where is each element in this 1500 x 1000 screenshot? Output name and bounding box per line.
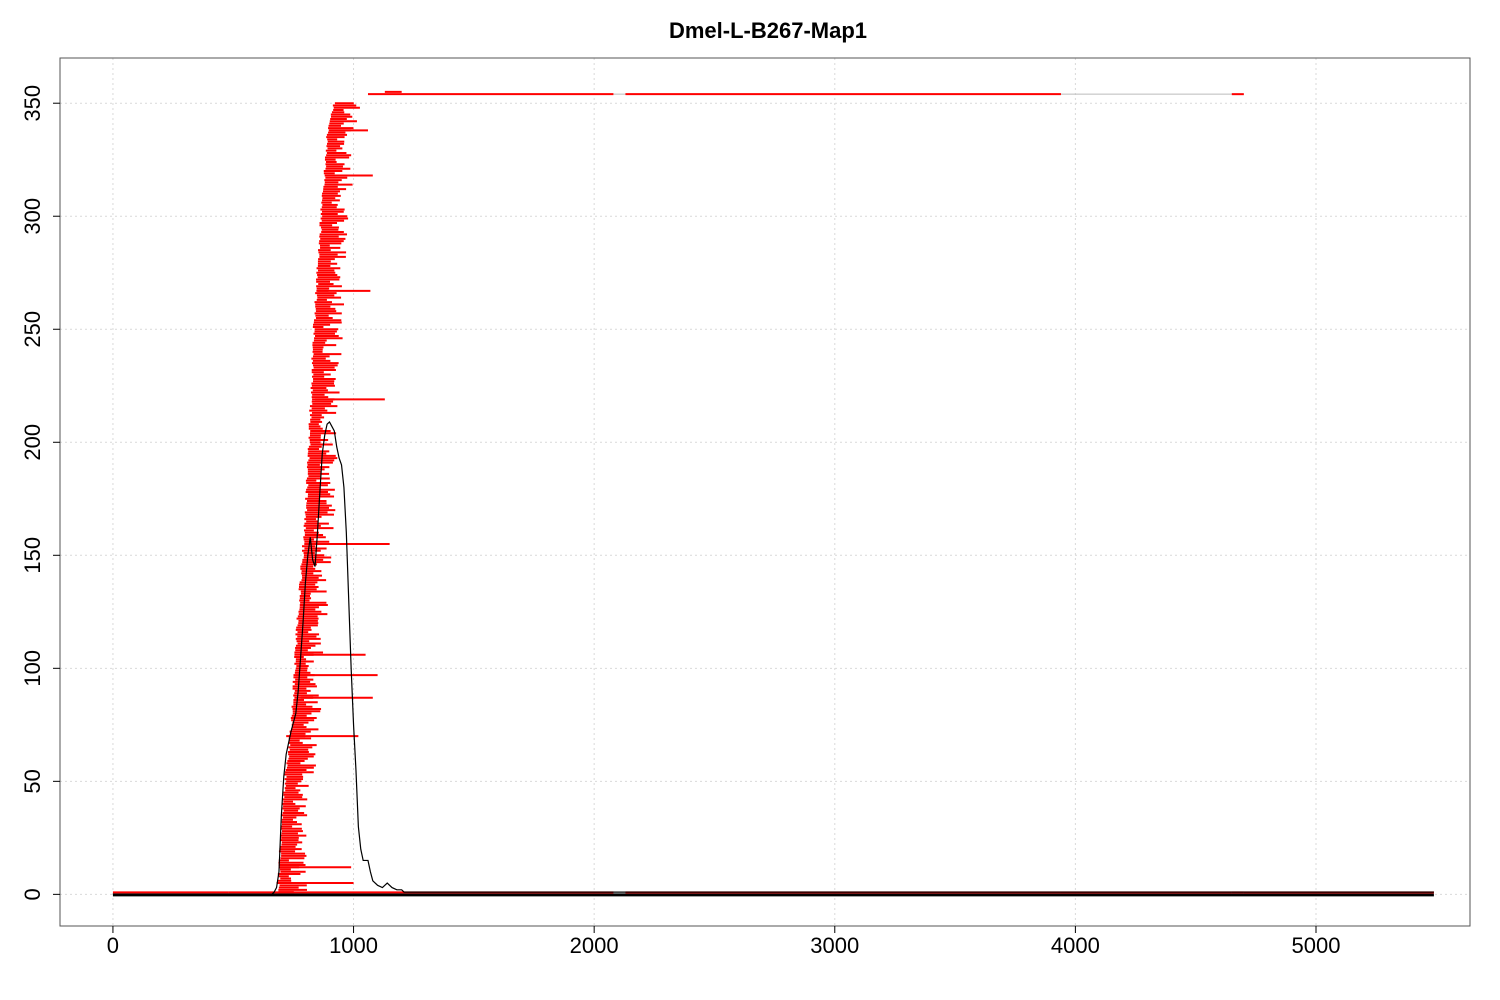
x-tick-label: 0 [107,933,119,958]
y-tick-label: 350 [20,85,45,122]
y-tick-label: 0 [20,888,45,900]
chart-title: Dmel-L-B267-Map1 [669,18,867,43]
y-tick-label: 300 [20,198,45,235]
coverage-line [112,420,1434,895]
grid-lines [60,58,1470,926]
x-tick-label: 3000 [810,933,859,958]
data-layer [112,90,1434,897]
axes: 0 1000 2000 3000 4000 5000 0 50 100 150 200 250 300 3… [20,85,1340,958]
y-tick-label: 200 [20,424,45,461]
x-tick-label: 5000 [1292,933,1341,958]
y-tick-label: 50 [20,769,45,793]
x-tick-label: 1000 [329,933,378,958]
y-tick-label: 250 [20,311,45,348]
y-tick-label: 100 [20,650,45,687]
x-tick-label: 2000 [570,933,619,958]
y-tick-label: 150 [20,537,45,574]
plot-frame [59,57,1471,927]
x-tick-label: 4000 [1051,933,1100,958]
